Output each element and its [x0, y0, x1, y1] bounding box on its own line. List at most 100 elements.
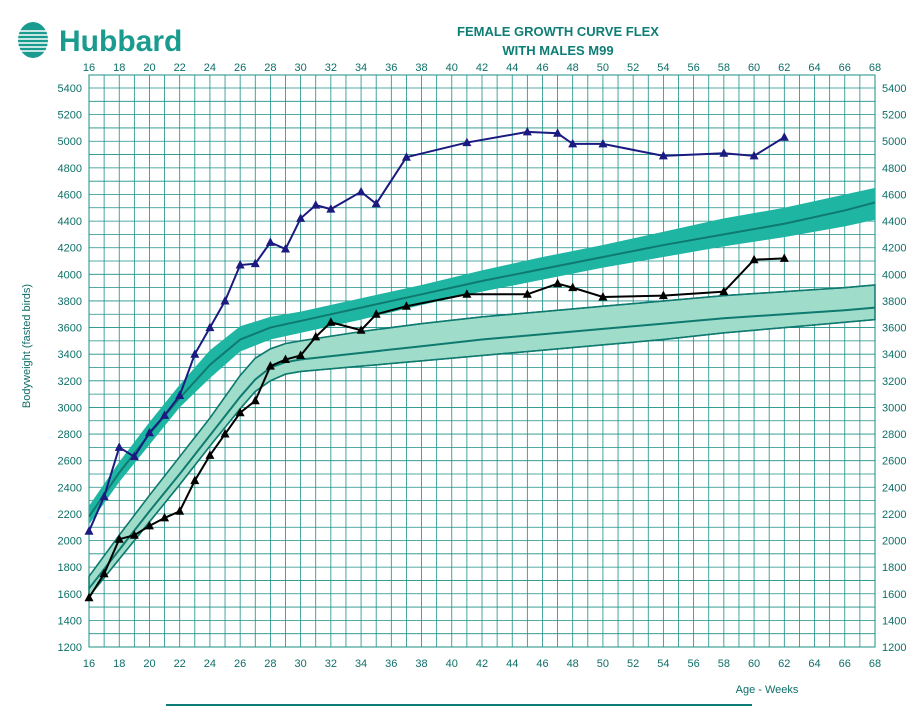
actual-male-point	[371, 198, 381, 208]
x-tick-label-top: 28	[264, 62, 276, 74]
x-tick-label-bottom: 32	[325, 658, 337, 670]
actual-female-point	[658, 290, 668, 300]
y-tick-label-right: 3800	[882, 296, 906, 308]
y-tick-label-right: 4800	[882, 163, 906, 175]
actual-male-point	[160, 410, 170, 419]
x-tick-label-top: 44	[506, 62, 518, 74]
x-tick-label-bottom: 56	[687, 658, 699, 670]
actual-male-point	[326, 204, 336, 213]
x-tick-label-top: 62	[778, 62, 790, 74]
actual-male-point	[462, 137, 472, 147]
y-tick-label-right: 4000	[882, 269, 906, 281]
actual-male-point	[129, 451, 139, 461]
actual-male-point	[749, 150, 759, 160]
y-tick-label-left: 5200	[58, 110, 82, 122]
x-tick-label-top: 46	[536, 62, 548, 74]
actual-male-point	[296, 213, 306, 222]
y-tick-label-left: 3000	[58, 402, 82, 414]
x-tick-label-bottom: 54	[657, 658, 669, 670]
chart-title-line1: FEMALE GROWTH CURVE FLEX	[457, 24, 659, 39]
y-tick-label-left: 3600	[58, 323, 82, 335]
actual-female-point	[190, 475, 200, 485]
female-standard-upper-line	[88, 284, 876, 577]
actual-female-point	[311, 331, 321, 341]
y-tick-labels-right: 1200 1400 1600 1800 2000 2200 2400 2600 2800 3000…	[882, 83, 906, 654]
x-tick-label-top: 16	[83, 62, 95, 74]
y-axis-label: Bodyweight (fasted birds)	[21, 284, 33, 408]
actual-female-point	[175, 506, 185, 515]
y-tick-label-right: 2400	[882, 482, 906, 494]
x-tick-label-bottom: 16	[83, 658, 95, 670]
actual-female-point	[114, 534, 124, 543]
actual-male-point	[84, 526, 94, 535]
y-tick-label-left: 2600	[58, 456, 82, 468]
hubbard-logo: Hubbard	[18, 22, 182, 58]
chart-title-line2: WITH MALES M99	[502, 43, 613, 58]
actual-male-point	[719, 148, 729, 157]
actual-female-point	[779, 253, 789, 262]
y-tick-label-left: 4600	[58, 189, 82, 201]
x-tick-label-bottom: 52	[627, 658, 639, 670]
actual-female-point	[160, 512, 170, 522]
male-standard-mid-line	[88, 201, 876, 518]
actual-male-point	[144, 427, 154, 437]
y-tick-label-right: 1200	[882, 642, 906, 654]
y-tick-label-left: 2400	[58, 482, 82, 494]
x-tick-label-top: 20	[143, 62, 155, 74]
actual-female-point	[356, 325, 366, 334]
y-tick-label-left: 3800	[58, 296, 82, 308]
y-tick-label-left: 3400	[58, 349, 82, 361]
y-tick-label-left: 1200	[58, 642, 82, 654]
y-tick-label-right: 3400	[882, 349, 906, 361]
x-tick-label-bottom: 60	[748, 658, 760, 670]
x-tick-label-top: 26	[234, 62, 246, 74]
y-tick-label-right: 1800	[882, 562, 906, 574]
actual-female-point	[281, 354, 290, 364]
actual-female-point	[326, 317, 336, 326]
x-tick-label-top: 18	[113, 62, 125, 74]
x-tick-label-top: 24	[204, 62, 216, 74]
x-tick-label-top: 52	[627, 62, 639, 74]
y-tick-label-left: 1800	[58, 562, 82, 574]
y-tick-label-left: 4400	[58, 216, 82, 228]
actual-male-point	[598, 138, 608, 148]
x-tick-label-bottom: 34	[355, 658, 367, 670]
y-tick-label-left: 4800	[58, 163, 82, 175]
x-tick-label-top: 32	[325, 62, 337, 74]
actual-male-point	[220, 295, 230, 305]
y-tick-label-right: 1400	[882, 615, 906, 627]
actual-male-point	[190, 349, 200, 358]
actual-female-point	[371, 309, 381, 318]
y-tick-label-right: 3600	[882, 323, 906, 335]
y-tick-label-right: 5000	[882, 136, 906, 148]
y-tick-label-left: 1400	[58, 615, 82, 627]
actual-male-point	[205, 322, 215, 332]
y-tick-label-right: 2200	[882, 509, 906, 521]
y-tick-label-left: 2200	[58, 509, 82, 521]
x-tick-label-top: 50	[597, 62, 609, 74]
y-tick-label-right: 1600	[882, 589, 906, 601]
x-tick-label-top: 54	[657, 62, 669, 74]
x-tick-label-bottom: 48	[567, 658, 579, 670]
y-tick-label-right: 5400	[882, 83, 906, 95]
brand-name: Hubbard	[59, 25, 182, 58]
actual-female-point	[719, 286, 729, 296]
y-tick-label-right: 4200	[882, 243, 906, 255]
x-tick-label-top: 48	[567, 62, 579, 74]
y-tick-label-left: 5000	[58, 136, 82, 148]
x-tick-label-top: 60	[748, 62, 760, 74]
x-tick-label-bottom: 24	[204, 658, 216, 670]
x-tick-labels-bottom: 16 18 20 22 24 26 28 30 32 34 36 38 40 42 44 46 48 50 52 54…	[83, 658, 881, 670]
actual-female-point	[99, 568, 109, 578]
actual-male-point	[114, 442, 124, 451]
x-axis-label: Age - Weeks	[736, 684, 799, 696]
x-tick-label-top: 40	[446, 62, 458, 74]
y-tick-label-right: 4600	[882, 189, 906, 201]
actual-male-point	[553, 128, 563, 137]
x-tick-label-top: 30	[294, 62, 306, 74]
actual-female-point	[84, 592, 94, 602]
x-tick-label-bottom: 20	[143, 658, 155, 670]
y-tick-label-right: 2600	[882, 456, 906, 468]
x-tick-label-bottom: 22	[174, 658, 186, 670]
actual-male-point	[356, 186, 366, 196]
